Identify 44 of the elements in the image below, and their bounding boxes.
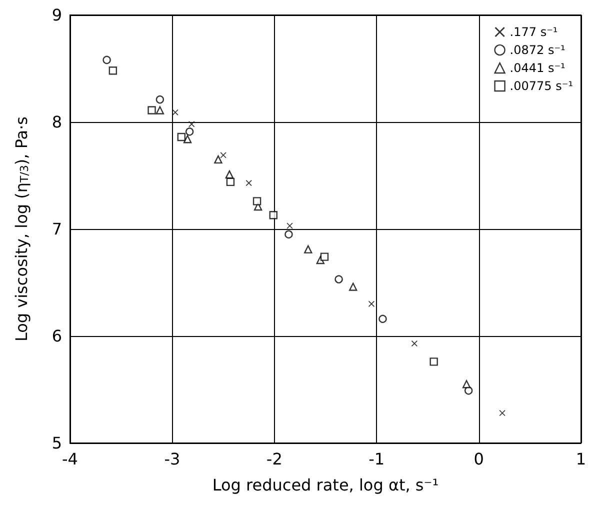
point — [156, 95, 164, 104]
point — [183, 135, 192, 144]
point — [214, 155, 222, 164]
point — [411, 340, 418, 346]
legend-label: .177 s⁻¹ — [510, 25, 558, 39]
point — [108, 66, 118, 75]
legend-label: .00775 s⁻¹ — [510, 79, 574, 93]
x-tick-label: 1 — [576, 450, 586, 468]
legend-label: .0872 s⁻¹ — [510, 43, 566, 57]
point — [226, 178, 235, 186]
point — [284, 230, 293, 238]
y-tick-label: 7 — [52, 220, 62, 238]
point — [188, 121, 195, 128]
point — [464, 386, 473, 395]
y-tick-label: 5 — [52, 434, 62, 452]
point — [102, 56, 111, 64]
point — [156, 106, 164, 114]
point — [430, 358, 438, 366]
point — [334, 275, 343, 284]
point — [220, 152, 226, 158]
point — [252, 197, 262, 206]
y-tick-label: 9 — [52, 6, 62, 24]
y-tick-label: 6 — [52, 326, 62, 346]
point — [368, 300, 374, 307]
point — [177, 132, 186, 142]
point — [148, 106, 156, 114]
y-axis-title: Log viscosity, log (ηT/3), Pa·s — [12, 116, 31, 342]
x-axis-title: Log reduced rate, log αt, s⁻¹ — [212, 476, 439, 494]
point — [269, 210, 278, 220]
point — [304, 245, 312, 254]
x-tick-label: -1 — [368, 450, 385, 468]
point — [462, 380, 471, 388]
point — [378, 314, 387, 323]
x-tick-label: 0 — [474, 450, 484, 468]
point — [225, 170, 234, 179]
x-tick-label: -3 — [164, 450, 180, 468]
point — [286, 222, 293, 229]
legend-label: .0441 s⁻¹ — [510, 61, 566, 75]
y-tick-label: 8 — [52, 112, 62, 132]
point — [348, 282, 358, 291]
point — [320, 252, 329, 261]
x-tick-label: -4 — [62, 450, 78, 468]
x-tick-label: -2 — [266, 450, 282, 468]
point — [185, 128, 194, 136]
